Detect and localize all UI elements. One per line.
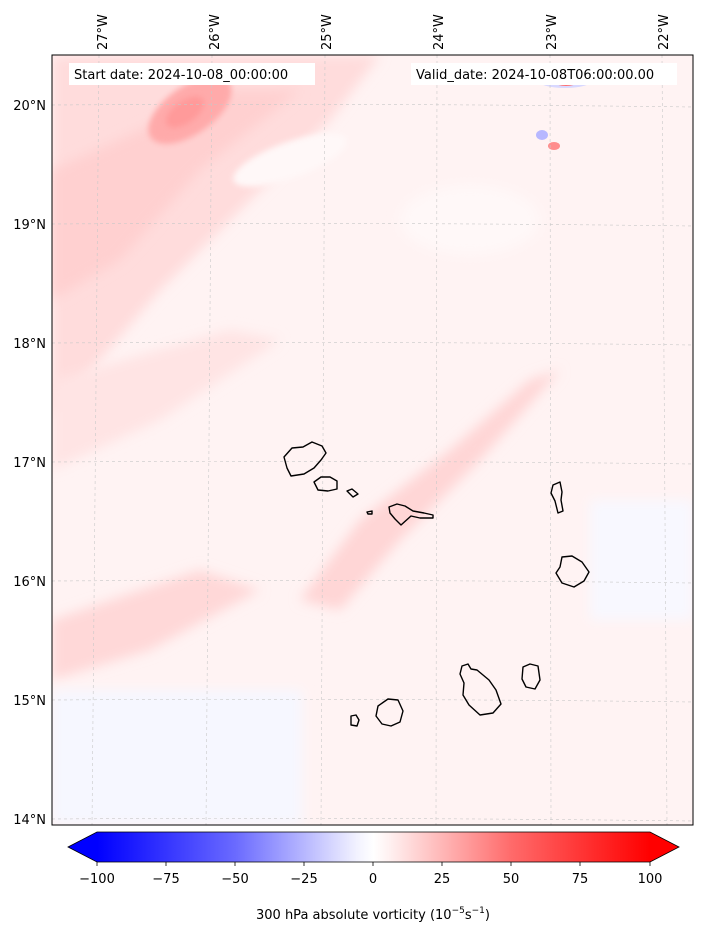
colorbar-tick-label: 75 [572, 872, 589, 887]
dipole-negative [536, 130, 548, 140]
lat-label-18n: 18°N [13, 337, 46, 352]
lon-label-23w: 23°W [545, 14, 560, 50]
coastlines [283, 441, 590, 727]
longitude-labels: 27°W 26°W 25°W 24°W 23°W 22°W [96, 14, 672, 50]
island-brava [350, 714, 360, 727]
lon-label-24w: 24°W [432, 14, 447, 50]
island-sao-nicolau [388, 503, 434, 526]
gridlines [52, 55, 693, 825]
island-santiago [459, 663, 502, 716]
island-santa-luzia [346, 488, 359, 498]
lat-label-20n: 20°N [13, 99, 46, 114]
lat-label-15n: 15°N [13, 694, 46, 709]
negative-region-south [52, 690, 302, 825]
colorbar-tick-label: 50 [503, 872, 520, 887]
lat-label-19n: 19°N [13, 218, 46, 233]
valid-date-box [411, 63, 677, 85]
lat-label-14n: 14°N [13, 813, 46, 828]
island-boa-vista [555, 555, 590, 588]
colorbar-extend-low [68, 832, 97, 862]
colorbar-tick-label: 0 [369, 872, 377, 887]
island-santo-antao [283, 441, 327, 477]
dipole-positive [548, 142, 560, 150]
colorbar-extend-high [650, 832, 679, 862]
vorticity-maximum-core [165, 96, 205, 128]
positive-band-west [52, 330, 280, 470]
lat-label-17n: 17°N [13, 456, 46, 471]
positive-band-diagonal [300, 370, 560, 610]
colorbar-tick-label: −75 [152, 872, 179, 887]
lon-label-22w: 22°W [657, 14, 672, 50]
vorticity-field [52, 55, 693, 825]
colorbar-tick-marks [96, 862, 651, 866]
island-maio [521, 663, 541, 690]
colorbar-label-exp2: −1 [472, 906, 485, 916]
lon-label-26w: 26°W [208, 14, 223, 50]
lon-label-25w: 25°W [320, 14, 335, 50]
start-date-box [69, 63, 315, 85]
colorbar-ticks: −100 −75 −50 −25 0 25 50 75 100 [79, 872, 662, 887]
island-fogo [375, 698, 404, 727]
colorbar-tick-label: −50 [221, 872, 248, 887]
colorbar-tick-label: −25 [290, 872, 317, 887]
positive-region-band-north [52, 90, 300, 300]
colorbar-label-exp1: −5 [452, 906, 465, 916]
island-sao-vicente [313, 476, 338, 492]
colorbar-label-end: ) [485, 908, 490, 923]
weak-area-north [233, 133, 347, 187]
colorbar-gradient [97, 832, 650, 862]
colorbar-tick-label: −100 [79, 872, 115, 887]
colorbar-label-main: 300 hPa absolute vorticity (10 [256, 908, 452, 923]
colorbar-tick-label: 25 [434, 872, 451, 887]
island-branco [366, 510, 373, 515]
colorbar: −100 −75 −50 −25 0 25 50 75 100 300 hPa … [67, 831, 680, 923]
latitude-labels: 20°N 19°N 18°N 17°N 16°N 15°N 14°N [13, 99, 46, 828]
colorbar-tick-label: 100 [638, 872, 663, 887]
island-sal [550, 481, 564, 514]
colorbar-label-mid: s [465, 908, 472, 923]
start-date-text: Start date: 2024-10-08_00:00:00 [74, 68, 288, 83]
lon-label-27w: 27°W [96, 14, 111, 50]
negative-region-east [590, 500, 693, 620]
lat-label-16n: 16°N [13, 575, 46, 590]
valid-date-text: Valid_date: 2024-10-08T06:00:00.00 [416, 68, 654, 83]
plot-frame [51, 54, 694, 826]
colorbar-label: 300 hPa absolute vorticity (10−5s−1) [256, 906, 490, 923]
weak-area-northeast [400, 185, 540, 255]
